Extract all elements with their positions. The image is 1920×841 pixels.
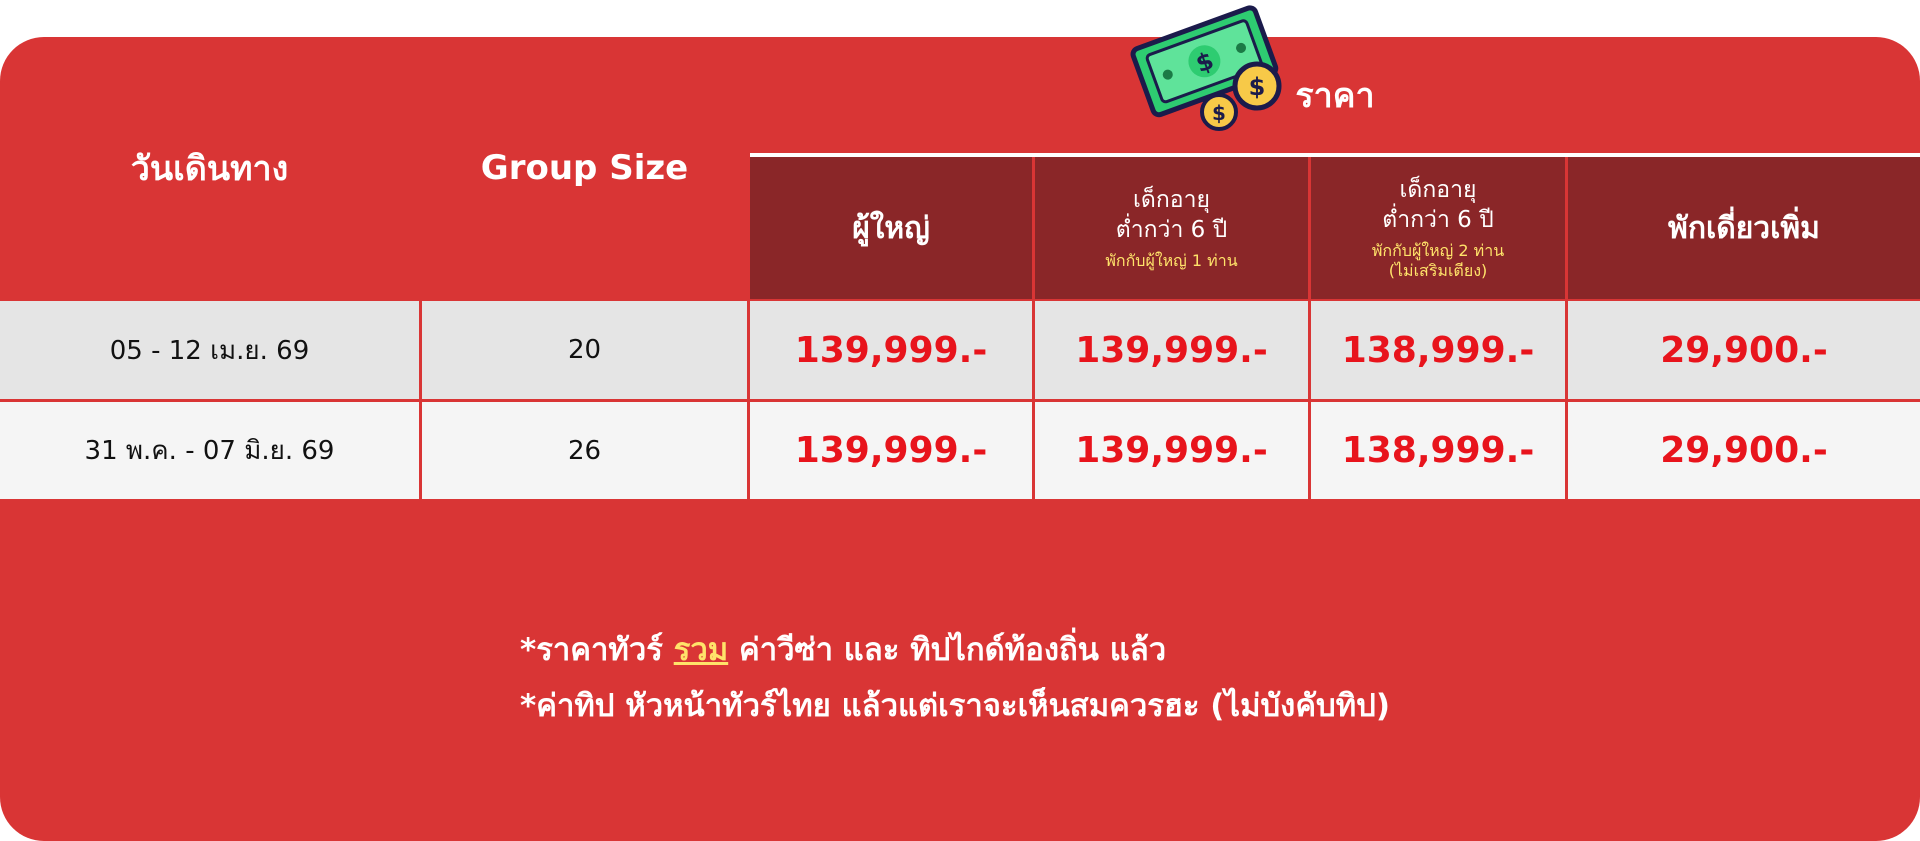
- row-price-child-2: 138,999.-: [1311, 402, 1565, 499]
- header-group-size: Group Size: [480, 148, 689, 188]
- row-group-size: 26: [422, 402, 747, 499]
- subheader-label: เด็กอายุ: [1133, 187, 1210, 213]
- row-price-single: 29,900.-: [1568, 402, 1920, 499]
- row-price-child-1: 139,999.-: [1035, 301, 1308, 399]
- subheader-adult: ผู้ใหญ่: [750, 157, 1032, 299]
- subheader-label: ต่ำกว่า 6 ปี: [1115, 217, 1228, 243]
- note-highlight: รวม: [673, 632, 729, 668]
- row-group-size: 20: [422, 301, 747, 399]
- subheader-single: พักเดี่ยวเพิ่ม: [1568, 157, 1920, 299]
- subheader-single-label: พักเดี่ยวเพิ่ม: [1668, 210, 1820, 246]
- row-date: 31 พ.ค. - 07 มิ.ย. 69: [0, 402, 419, 499]
- note-text: ค่าวีซ่า และ ทิปไกด์ท้องถิ่น แล้ว: [728, 632, 1167, 668]
- money-bill-coins-icon: $ $ $: [1130, 5, 1282, 131]
- note-line-1: *ราคาทัวร์ รวม ค่าวีซ่า และ ทิปไกด์ท้องถ…: [520, 622, 1390, 678]
- subheader-label: เด็กอายุ: [1399, 177, 1477, 203]
- row-date: 05 - 12 เม.ย. 69: [0, 301, 419, 399]
- notes: *ราคาทัวร์ รวม ค่าวีซ่า และ ทิปไกด์ท้องถ…: [520, 622, 1390, 734]
- subheader-child-1: เด็กอายุ ต่ำกว่า 6 ปี พักกับผู้ใหญ่ 1 ท่…: [1035, 157, 1308, 299]
- subheader-note: พักกับผู้ใหญ่ 2 ท่าน: [1371, 241, 1505, 260]
- header-divider: [750, 153, 1920, 157]
- subheader-note: (ไม่เสริมเตียง): [1388, 261, 1488, 280]
- note-text: *ราคาทัวร์: [520, 632, 674, 668]
- row-price-adult: 139,999.-: [750, 402, 1032, 499]
- subheader-note: พักกับผู้ใหญ่ 1 ท่าน: [1105, 251, 1238, 270]
- row-price-adult: 139,999.-: [750, 301, 1032, 399]
- svg-text:$: $: [1249, 73, 1266, 101]
- subheader-child-2: เด็กอายุ ต่ำกว่า 6 ปี พักกับผู้ใหญ่ 2 ท่…: [1311, 157, 1565, 299]
- row-price-child-1: 139,999.-: [1035, 402, 1308, 499]
- price-table-card: วันเดินทาง Group Size ราคา ผู้ใหญ่ เด็กอ…: [0, 37, 1920, 841]
- row-price-child-2: 138,999.-: [1311, 301, 1565, 399]
- header-date: วันเดินทาง: [130, 149, 289, 189]
- header-price: ราคา: [1295, 76, 1375, 116]
- row-price-single: 29,900.-: [1568, 301, 1920, 399]
- subheader-label: ต่ำกว่า 6 ปี: [1382, 207, 1494, 233]
- svg-text:$: $: [1212, 101, 1226, 125]
- subheader-adult-label: ผู้ใหญ่: [852, 210, 930, 246]
- note-line-2: *ค่าทิป หัวหน้าทัวร์ไทย แล้วแต่เราจะเห็น…: [520, 688, 1391, 724]
